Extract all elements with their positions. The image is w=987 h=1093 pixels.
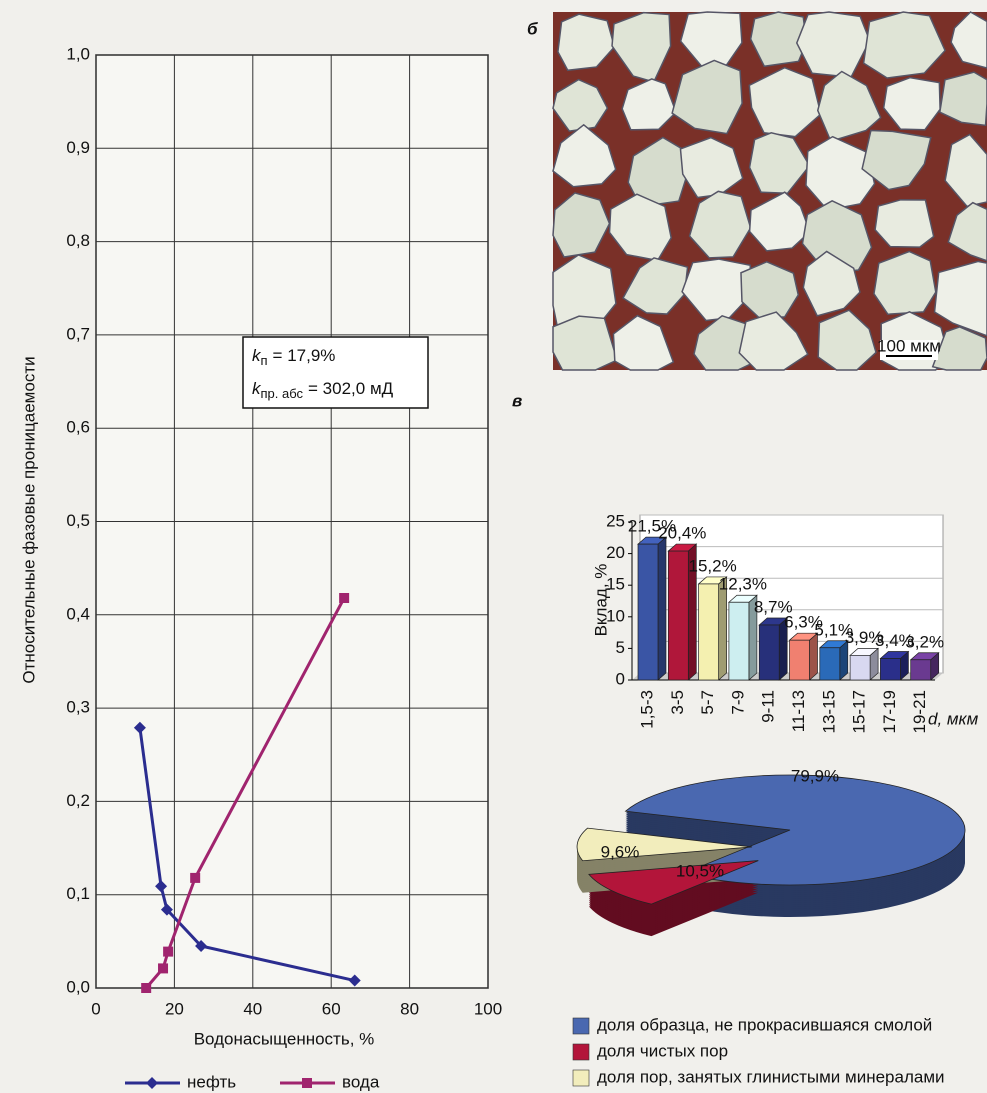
page: 100 мкм б 0 20 40 60 80 100 0,0 0,1 0,2 0,3 0,4 0,5 0… bbox=[0, 0, 987, 1093]
value-label: 9,6% bbox=[601, 842, 640, 861]
y-tick-label: 0,3 bbox=[66, 698, 90, 717]
bar bbox=[911, 660, 931, 680]
x-axis-label: Водонасыщенность, % bbox=[194, 1029, 375, 1048]
bar bbox=[638, 544, 658, 680]
bar bbox=[820, 648, 840, 680]
bar bbox=[790, 640, 810, 680]
y-tick-label: 0,5 bbox=[66, 511, 90, 530]
bar bbox=[759, 625, 779, 680]
y-tick-label: 5 bbox=[616, 638, 625, 657]
legend-swatch bbox=[573, 1044, 589, 1060]
y-tick-label: 0,7 bbox=[66, 324, 90, 343]
x-tick-label: 17-19 bbox=[880, 690, 899, 733]
bar bbox=[699, 584, 719, 680]
bar bbox=[850, 655, 870, 680]
legend-label: доля чистых пор bbox=[597, 1041, 728, 1060]
x-axis-label: d, мкм bbox=[928, 709, 979, 728]
bar bbox=[729, 602, 749, 680]
legend-label: доля пор, занятых глинистыми минералами bbox=[597, 1067, 945, 1086]
panel-label: в bbox=[512, 391, 522, 410]
bar-side bbox=[658, 537, 666, 680]
y-tick-label: 0,4 bbox=[66, 604, 90, 623]
legend-marker bbox=[302, 1078, 312, 1088]
y-tick-label: 25 bbox=[606, 511, 625, 530]
x-tick-label: 60 bbox=[322, 999, 341, 1018]
value-label: 10,5% bbox=[676, 861, 724, 880]
x-tick-label: 19-21 bbox=[910, 690, 929, 733]
annotation-text: = 302,0 мД bbox=[308, 379, 394, 398]
marker bbox=[141, 983, 151, 993]
x-tick-label: 100 bbox=[474, 999, 502, 1018]
y-tick-label: 0,1 bbox=[66, 884, 90, 903]
y-axis-label: Относительные фазовые проницаемости bbox=[19, 356, 38, 683]
annotation-subscript: пр. абс bbox=[261, 386, 304, 401]
annotation-subscript: п bbox=[261, 353, 268, 368]
marker bbox=[163, 947, 173, 957]
y-tick-label: 0,9 bbox=[66, 138, 90, 157]
micro-photo: 100 мкм б bbox=[527, 12, 987, 370]
annotation-text: = 17,9% bbox=[273, 346, 336, 365]
y-tick-label: 20 bbox=[606, 543, 625, 562]
y-tick-label: 1,0 bbox=[66, 44, 90, 63]
x-tick-label: 80 bbox=[400, 999, 419, 1018]
marker bbox=[190, 873, 200, 883]
legend-label: вода bbox=[342, 1072, 380, 1091]
x-tick-label: 5-7 bbox=[698, 690, 717, 715]
panel-label: б bbox=[527, 19, 538, 38]
grain bbox=[875, 200, 934, 247]
y-tick-label: 0,2 bbox=[66, 791, 90, 810]
y-tick-label: 0 bbox=[616, 669, 625, 688]
x-tick-label: 3-5 bbox=[668, 690, 687, 715]
legend-label: нефть bbox=[187, 1072, 236, 1091]
marker bbox=[339, 593, 349, 603]
y-axis-label: Вклад, % bbox=[591, 564, 610, 637]
bar bbox=[880, 659, 900, 680]
y-tick-label: 0,0 bbox=[66, 977, 90, 996]
legend-swatch bbox=[573, 1018, 589, 1034]
legend-swatch bbox=[573, 1070, 589, 1086]
value-label: 20,4% bbox=[658, 524, 706, 543]
value-label: 79,9% bbox=[791, 766, 839, 785]
x-tick-label: 0 bbox=[91, 999, 100, 1018]
y-tick-label: 0,8 bbox=[66, 231, 90, 250]
marker bbox=[158, 963, 168, 973]
bar bbox=[668, 551, 688, 680]
value-label: 15,2% bbox=[688, 556, 736, 575]
value-label: 3,2% bbox=[905, 632, 944, 651]
x-tick-label: 1,5-3 bbox=[637, 690, 656, 729]
y-tick-label: 0,6 bbox=[66, 418, 90, 437]
scale-label: 100 мкм bbox=[877, 336, 941, 355]
value-label: 12,3% bbox=[719, 575, 767, 594]
x-tick-label: 40 bbox=[243, 999, 262, 1018]
x-tick-label: 20 bbox=[165, 999, 184, 1018]
x-tick-label: 7-9 bbox=[728, 690, 747, 715]
x-tick-label: 9-11 bbox=[759, 690, 778, 723]
x-tick-label: 15-17 bbox=[850, 690, 869, 733]
bar-side bbox=[810, 633, 818, 680]
x-tick-label: 13-15 bbox=[819, 690, 838, 733]
legend-label: доля образца, не прокрасившаяся смолой bbox=[597, 1015, 932, 1034]
x-tick-label: 11-13 bbox=[789, 690, 808, 732]
grain bbox=[874, 251, 936, 314]
